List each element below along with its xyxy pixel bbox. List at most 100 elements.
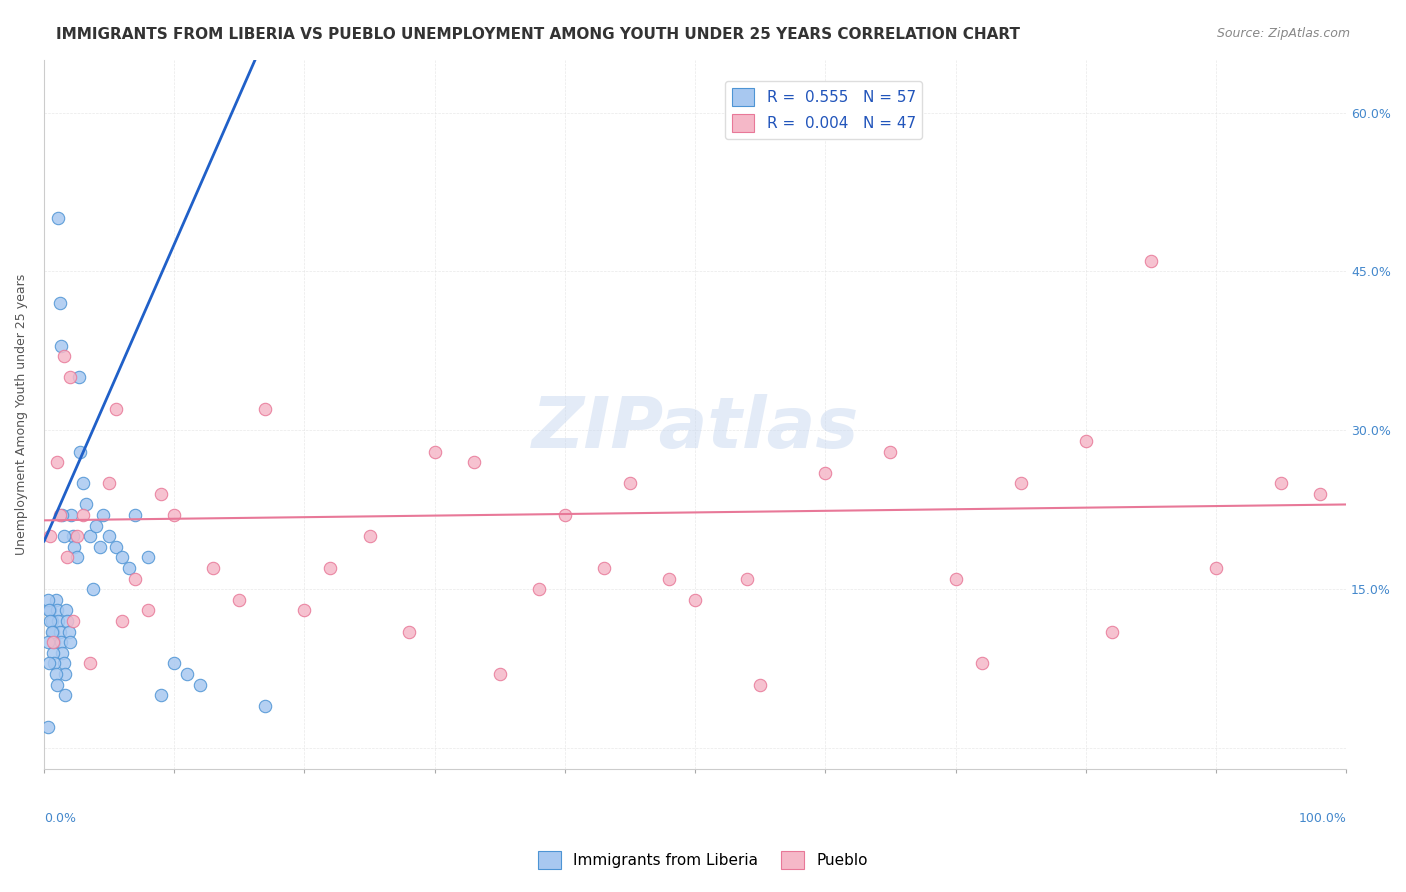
Point [1140, 253, 1163, 268]
Point [619, 476, 641, 491]
Point [39, 529, 62, 543]
Point [1074, 434, 1097, 448]
Point [398, 624, 420, 639]
Point [104, 402, 127, 417]
Point [59, 370, 82, 384]
Point [117, 561, 139, 575]
Point [56, 614, 79, 628]
Point [150, 688, 173, 702]
Point [72, 476, 94, 491]
Y-axis label: Unemployment Among Youth under 25 years: Unemployment Among Youth under 25 years [15, 274, 28, 555]
Point [45, 592, 67, 607]
Point [44, 635, 66, 649]
Point [735, 572, 758, 586]
Point [62, 614, 84, 628]
Text: Source: ZipAtlas.com: Source: ZipAtlas.com [1216, 27, 1350, 40]
Legend: Immigrants from Liberia, Pueblo: Immigrants from Liberia, Pueblo [531, 845, 875, 875]
Point [488, 667, 510, 681]
Point [58, 624, 80, 639]
Point [1309, 487, 1331, 501]
Point [45, 667, 67, 681]
Point [84, 518, 107, 533]
Point [59, 635, 82, 649]
Point [111, 614, 134, 628]
Point [65, 550, 87, 565]
Point [202, 561, 225, 575]
Point [294, 603, 316, 617]
Point [593, 561, 616, 575]
Point [37, 720, 59, 734]
Text: IMMIGRANTS FROM LIBERIA VS PUEBLO UNEMPLOYMENT AMONG YOUTH UNDER 25 YEARS CORREL: IMMIGRANTS FROM LIBERIA VS PUEBLO UNEMPL… [56, 27, 1021, 42]
Point [554, 508, 576, 522]
Point [163, 657, 186, 671]
Point [52, 349, 75, 363]
Point [1101, 624, 1123, 639]
Point [48, 624, 70, 639]
Point [1010, 476, 1032, 491]
Point [683, 592, 706, 607]
Point [98, 476, 121, 491]
Point [89, 540, 111, 554]
Text: ZIPatlas: ZIPatlas [531, 394, 859, 463]
Point [69, 444, 91, 458]
Point [65, 529, 87, 543]
Point [98, 529, 121, 543]
Point [82, 582, 104, 597]
Text: 0.0%: 0.0% [44, 812, 76, 825]
Point [945, 572, 967, 586]
Point [970, 657, 993, 671]
Point [319, 561, 342, 575]
Point [63, 540, 86, 554]
Point [52, 529, 75, 543]
Point [228, 592, 250, 607]
Point [37, 635, 59, 649]
Point [136, 550, 159, 565]
Point [188, 677, 211, 691]
Point [46, 614, 69, 628]
Point [136, 603, 159, 617]
Point [150, 487, 173, 501]
Point [72, 508, 94, 522]
Point [49, 338, 72, 352]
Point [463, 455, 485, 469]
Point [91, 508, 114, 522]
Point [46, 677, 69, 691]
Point [749, 677, 772, 691]
Point [42, 635, 65, 649]
Point [423, 444, 446, 458]
Point [104, 540, 127, 554]
Point [163, 508, 186, 522]
Point [79, 529, 101, 543]
Point [37, 592, 59, 607]
Point [79, 657, 101, 671]
Point [254, 402, 277, 417]
Point [39, 614, 62, 628]
Point [48, 296, 70, 310]
Point [53, 667, 76, 681]
Point [41, 614, 63, 628]
Point [48, 508, 70, 522]
Point [1205, 561, 1227, 575]
Point [46, 455, 69, 469]
Point [41, 624, 63, 639]
Point [814, 466, 837, 480]
Point [51, 508, 73, 522]
Point [38, 603, 60, 617]
Point [46, 603, 69, 617]
Point [1270, 476, 1292, 491]
Point [42, 646, 65, 660]
Point [62, 529, 84, 543]
Point [56, 550, 79, 565]
Point [124, 572, 146, 586]
Point [111, 550, 134, 565]
Legend: R =  0.555   N = 57, R =  0.004   N = 47: R = 0.555 N = 57, R = 0.004 N = 47 [725, 81, 922, 138]
Point [527, 582, 550, 597]
Point [60, 508, 83, 522]
Point [51, 646, 73, 660]
Point [176, 667, 198, 681]
Point [658, 572, 681, 586]
Point [46, 211, 69, 226]
Point [55, 603, 77, 617]
Point [124, 508, 146, 522]
Point [879, 444, 901, 458]
